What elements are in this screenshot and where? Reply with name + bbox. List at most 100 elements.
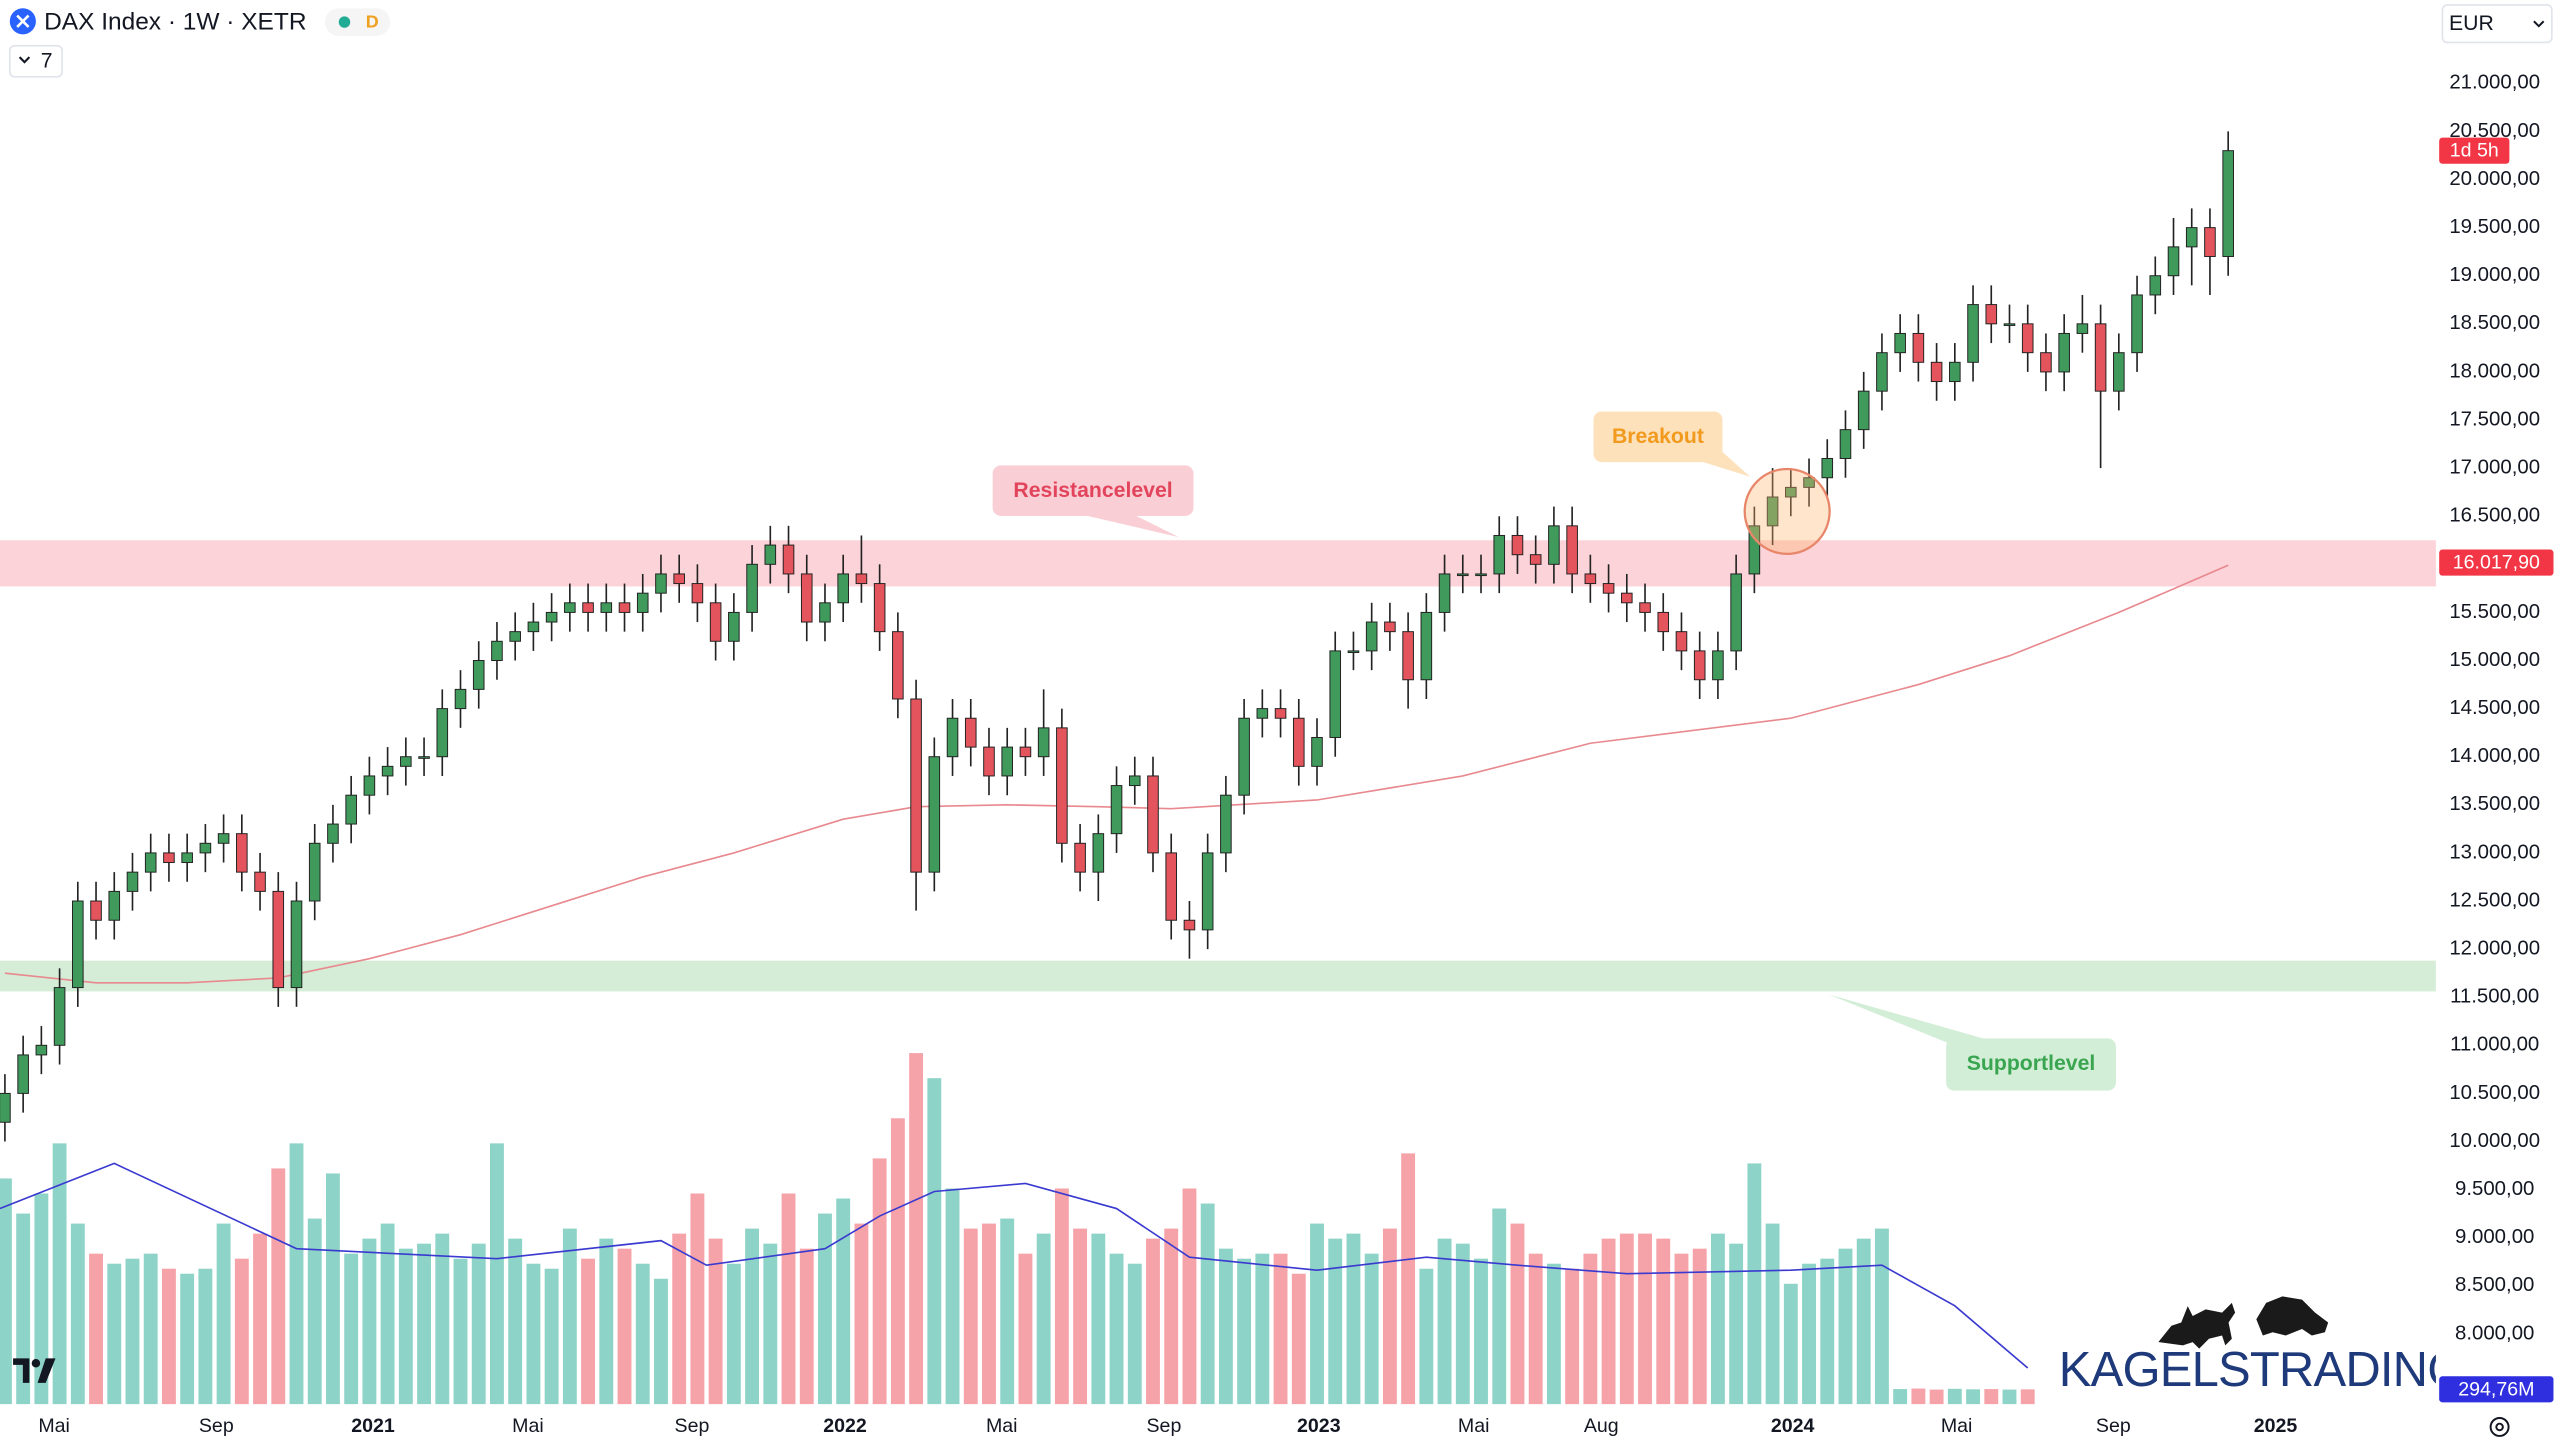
volume-bar [125,1258,140,1405]
volume-bar [1036,1233,1051,1405]
candle-body [363,775,376,796]
moving-average [4,564,2229,984]
volume-bar [1401,1153,1416,1405]
volume-bar [1874,1228,1889,1405]
volume-bar [161,1268,176,1405]
candle-body [1803,477,1815,488]
candle-body [126,871,139,892]
volume-bar [1346,1233,1361,1405]
currency-select[interactable] [2441,4,2553,44]
volume-bar [1492,1208,1507,1405]
candle-body [800,573,813,623]
chevron [2533,20,2545,28]
candle-body [837,573,849,604]
candle-body [691,583,704,604]
annotation-text: Breakout [1612,425,1704,448]
candle-body [1329,650,1342,738]
y-tick-label: 20.500,00 [2449,120,2540,142]
indicator-toggle[interactable] [8,44,63,78]
candle-body [582,602,594,613]
header: DAX Index · 1W · XETR D 7 EUR [8,4,2553,78]
volume-bar [2002,1389,2017,1405]
candle-body [418,756,430,759]
candle-body [1165,852,1178,921]
annotation-pointer [1080,514,1179,538]
candle-body [2076,323,2089,334]
time-axis-panel [0,1407,2436,1443]
volume-bar [1802,1263,1816,1405]
volume-bar [1273,1253,1288,1405]
currency-label[interactable]: EUR [2449,12,2494,35]
price-axis-panel [2435,0,2560,1443]
candle-body [2149,275,2162,296]
price-pane [0,131,2234,1142]
volume-bar [1747,1163,1762,1405]
candle-body [2040,352,2052,373]
level-tag-box [2439,549,2554,576]
candle-body [2131,294,2143,354]
settings-icon[interactable] [2495,1422,2504,1432]
candle-body [1985,304,1998,325]
settings-button[interactable] [2489,1417,2510,1437]
volume-bar [745,1228,760,1405]
y-tick-label: 19.500,00 [2449,216,2540,238]
volume-bar [982,1223,996,1405]
volume-bar [52,1143,67,1405]
candle-body [1274,708,1287,719]
candle-body [308,842,321,902]
candle-body [1584,573,1597,585]
volume-pane [0,1053,2035,1405]
candle-body [1128,775,1141,787]
volume-bar [781,1193,796,1405]
candle-body [655,573,667,594]
candle-body [1384,621,1396,633]
logo-text: KAGELSTRADING [2059,1343,2465,1397]
volume-bar [34,1193,49,1405]
candle-body [108,890,121,921]
volume-bar [836,1198,851,1405]
candle-body [928,756,941,873]
candle-body [454,688,467,710]
candle-body [1857,390,1870,431]
candle-body [1766,496,1779,527]
volume-bar [1656,1238,1671,1405]
candle-body [1493,534,1506,575]
volume-bar [0,1178,12,1405]
candle-body [1839,429,1852,459]
countdown-tag-box [2439,137,2510,164]
candle-body [782,544,795,575]
x-tick-label: 2025 [2254,1415,2298,1437]
price-tags: 1d 5h 16.017,90 294,76M [2439,137,2554,1403]
indicator-count[interactable]: 7 [41,50,53,73]
candle-body [1566,525,1578,575]
candle-body [509,631,521,642]
volume-bar [690,1193,705,1405]
x-tick-label: Sep [1147,1415,1182,1437]
x-tick-label: Mai [38,1415,70,1437]
candle-body [1511,534,1524,556]
y-tick-label: 17.000,00 [2449,457,2540,479]
volume-bar [1893,1389,1908,1405]
candle-body [35,1044,48,1056]
volume-bar [471,1243,486,1405]
y-tick-label: 21.000,00 [2449,72,2540,94]
volume-bar [654,1278,668,1405]
volume-bar [307,1218,322,1405]
volume-bar [1838,1248,1853,1405]
candle-body [1220,794,1232,854]
volume-bar [708,1238,723,1405]
volume-bar [672,1233,687,1405]
volume-bar [1966,1389,1980,1405]
candle-body [1529,554,1542,565]
status-pill [324,8,391,36]
y-tick-label: 12.500,00 [2449,889,2540,911]
annotation-text: Resistancelevel [1013,479,1172,502]
y-tick-label: 12.000,00 [2449,937,2540,959]
annotation-box [992,465,1194,516]
breakout-highlight [1743,467,1831,556]
volume-bar [70,1223,85,1405]
x-tick-label: 2021 [351,1415,395,1437]
volume-bar [1237,1258,1252,1405]
settings-icon[interactable] [2489,1417,2510,1437]
